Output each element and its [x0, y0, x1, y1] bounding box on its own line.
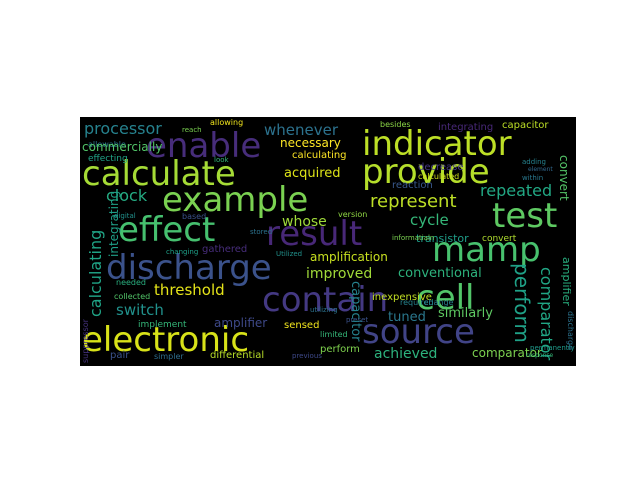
word-look: version [338, 210, 368, 219]
word-utilized: decrease [418, 162, 464, 173]
word-response: response [526, 352, 554, 359]
word-cell: cell [416, 278, 475, 318]
word-cycle: cycle [410, 211, 449, 229]
word-digital: utilizing [310, 306, 338, 314]
word-allowable: capacitor [502, 120, 549, 131]
word-calculated: allowing [210, 118, 244, 127]
word-readout: suppressor [81, 319, 90, 363]
word-comparator: comparator [537, 267, 556, 361]
word-threshold: threshold [154, 281, 225, 299]
word-improved: improved [306, 266, 373, 282]
word-convert: convert [557, 155, 571, 201]
word-simpler: comparator [472, 346, 542, 360]
word-electronic: electronic [82, 320, 250, 360]
word-collected: pair [110, 350, 130, 361]
word-amplification: amplification [310, 250, 388, 264]
word-represent: represent [370, 191, 457, 212]
word-decrease: allowable [88, 140, 126, 149]
word-suppressor: discharge [566, 311, 575, 350]
word-required: simpler [154, 352, 184, 361]
word-limited: change [424, 298, 454, 307]
word-implement: amplifier [214, 316, 268, 330]
word-inexpensive: calculating [292, 150, 347, 161]
word-needed: sensed [284, 320, 320, 331]
word-based: Utilized [276, 250, 303, 258]
word-version: besides [380, 120, 411, 129]
word-conventional: conventional [398, 266, 482, 281]
word-integrating: integrating [107, 190, 121, 257]
word-transistor: transistor [416, 232, 469, 245]
word-preset: required [400, 298, 434, 307]
word-within: limited [320, 330, 348, 339]
word-across: digital [114, 212, 136, 220]
word-element: element [528, 166, 553, 173]
word-calculate: calculate [82, 154, 236, 194]
word-capacitor: capacitor [348, 281, 363, 342]
word-tool: based [182, 212, 207, 221]
word-cloud: enable indicator calculate provide examp… [80, 117, 576, 366]
word-reaction: effecting [88, 154, 128, 164]
word-gathered: permanently [530, 344, 575, 352]
word-switch: switch [116, 301, 164, 319]
word-amplifying: gathered [202, 244, 248, 255]
word-sensed: commercially [82, 140, 163, 154]
word-differential: differential [210, 350, 265, 361]
word-achieved: achieved [374, 346, 438, 362]
word-pair: perform [320, 344, 360, 355]
word-indicator: indicator [362, 124, 512, 164]
word-basis: informatialn [392, 234, 435, 242]
word-provide: provide [362, 152, 490, 192]
word-whenever: whenever [264, 121, 339, 139]
word-effect: effect [118, 210, 216, 250]
word-repeated: repeated [480, 181, 553, 200]
word-tuned: tuned [388, 310, 426, 325]
word-informatialn: calculated [418, 172, 460, 181]
word-contain: contain [262, 280, 389, 320]
word-perform-vertical-main: perform [510, 263, 534, 343]
word-utilizing: reaction [392, 180, 433, 191]
word-mamp: mamp [432, 230, 541, 270]
word-similarly: similarly [438, 306, 493, 321]
word-permanently: preset [346, 316, 369, 324]
word-besides: implement [138, 320, 187, 330]
word-enable: enable [146, 126, 262, 166]
word-previous: changing [166, 248, 199, 256]
word-discharge: discharge [106, 248, 272, 288]
word-clock: clock [106, 186, 148, 205]
word-reach: collected [114, 292, 151, 301]
word-amplifier: amplifier [560, 257, 573, 306]
word-whose: whose [282, 214, 327, 230]
word-result: result [266, 214, 363, 254]
word-calculating: calculating [86, 229, 105, 317]
word-necessary: necessary [280, 136, 341, 150]
word-change: inexpensive [372, 292, 432, 303]
word-adding: reach [182, 126, 202, 134]
word-commercially: convert [482, 234, 517, 244]
word-changing: within [522, 174, 544, 182]
word-analog: stored [250, 228, 273, 236]
word-allowing: needed [116, 278, 146, 287]
word-discharge-small: previous [292, 352, 322, 360]
word-source: source [362, 312, 475, 352]
word-test: test [492, 196, 558, 236]
word-stored: adding [522, 158, 547, 166]
word-processor: processor [84, 119, 162, 138]
word-error: look [214, 156, 229, 164]
word-example: example [162, 180, 309, 220]
word-acquired: acquired [284, 166, 341, 181]
word-effecting: integrating [438, 122, 494, 133]
